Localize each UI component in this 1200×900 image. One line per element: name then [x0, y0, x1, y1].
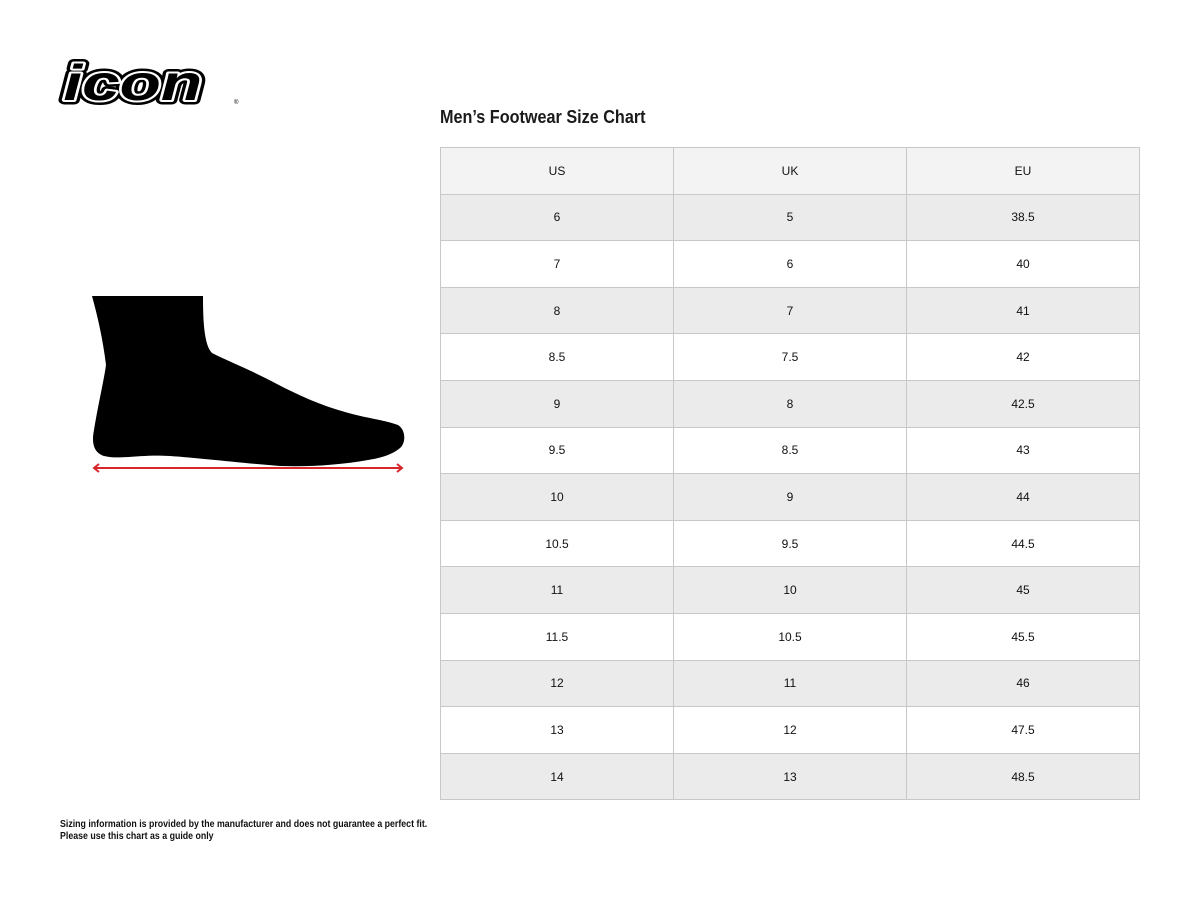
table-row: 12 11 46 — [440, 659, 1140, 708]
table-row: 8.5 7.5 42 — [440, 333, 1140, 381]
disclaimer: Sizing information is provided by the ma… — [60, 819, 427, 843]
table-row: 9.5 8.5 43 — [440, 426, 1140, 475]
column-header-eu: EU — [906, 147, 1140, 195]
cell-us: 10.5 — [440, 519, 674, 568]
page-title: Men’s Footwear Size Chart — [440, 107, 646, 127]
cell-uk: 8 — [673, 379, 907, 428]
table-row: 13 12 47.5 — [440, 706, 1140, 754]
cell-uk: 12 — [673, 706, 907, 754]
cell-uk: 9.5 — [673, 519, 907, 568]
cell-eu: 43 — [906, 426, 1140, 475]
cell-uk: 9 — [673, 473, 907, 521]
disclaimer-line-2: Please use this chart as a guide only — [60, 831, 214, 842]
cell-uk: 6 — [673, 240, 907, 288]
column-header-uk: UK — [673, 147, 907, 195]
svg-text:icon: icon — [63, 56, 202, 110]
cell-us: 12 — [440, 659, 674, 708]
table-header-row: US UK EU — [440, 147, 1140, 195]
svg-text:icon: icon — [63, 56, 202, 110]
cell-eu: 45 — [906, 566, 1140, 614]
cell-uk: 5 — [673, 193, 907, 242]
cell-us: 7 — [440, 240, 674, 288]
cell-eu: 46 — [906, 659, 1140, 708]
cell-us: 11.5 — [440, 612, 674, 661]
table-row: 10.5 9.5 44.5 — [440, 519, 1140, 568]
cell-us: 6 — [440, 193, 674, 242]
cell-us: 9.5 — [440, 426, 674, 475]
cell-us: 14 — [440, 752, 674, 801]
cell-eu: 40 — [906, 240, 1140, 288]
table-row: 9 8 42.5 — [440, 379, 1140, 428]
cell-eu: 47.5 — [906, 706, 1140, 754]
cell-eu: 42 — [906, 333, 1140, 381]
cell-eu: 44 — [906, 473, 1140, 521]
table-row: 11.5 10.5 45.5 — [440, 612, 1140, 661]
table-row: 8 7 41 — [440, 286, 1140, 335]
cell-eu: 48.5 — [906, 752, 1140, 801]
svg-text:icon: icon — [63, 56, 202, 110]
svg-text:®: ® — [234, 99, 239, 106]
cell-us: 8 — [440, 286, 674, 335]
cell-uk: 8.5 — [673, 426, 907, 475]
cell-uk: 7.5 — [673, 333, 907, 381]
cell-eu: 38.5 — [906, 193, 1140, 242]
cell-eu: 42.5 — [906, 379, 1140, 428]
cell-uk: 7 — [673, 286, 907, 335]
disclaimer-line-1: Sizing information is provided by the ma… — [60, 819, 428, 830]
length-measure-arrow — [92, 463, 404, 473]
table-row: 10 9 44 — [440, 473, 1140, 521]
cell-uk: 10.5 — [673, 612, 907, 661]
size-chart-table: US UK EU 6 5 38.5 7 6 40 8 7 41 8.5 7.5 42 9 8 42.5 9.5… — [440, 147, 1140, 801]
cell-eu: 41 — [906, 286, 1140, 335]
table-row: 14 13 48.5 — [440, 752, 1140, 801]
cell-eu: 44.5 — [906, 519, 1140, 568]
cell-uk: 11 — [673, 659, 907, 708]
cell-us: 11 — [440, 566, 674, 614]
cell-us: 8.5 — [440, 333, 674, 381]
foot-silhouette-icon — [92, 296, 405, 473]
icon-logo: icon icon icon ® — [58, 56, 239, 110]
cell-us: 13 — [440, 706, 674, 754]
cell-us: 9 — [440, 379, 674, 428]
table-row: 6 5 38.5 — [440, 193, 1140, 242]
cell-us: 10 — [440, 473, 674, 521]
table-row: 7 6 40 — [440, 240, 1140, 288]
cell-uk: 10 — [673, 566, 907, 614]
cell-eu: 45.5 — [906, 612, 1140, 661]
table-row: 11 10 45 — [440, 566, 1140, 614]
cell-uk: 13 — [673, 752, 907, 801]
column-header-us: US — [440, 147, 674, 195]
